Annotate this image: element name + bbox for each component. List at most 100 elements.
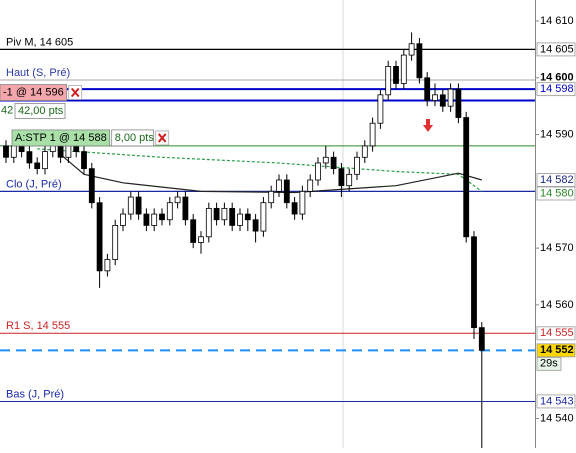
candle-body [276,179,282,192]
candle-body [268,190,275,204]
candle-body [377,94,384,124]
candle-body [229,207,236,226]
price-tag [536,394,576,409]
order-label: -1 @ 14 596 [3,86,64,98]
candle-body [330,156,337,170]
price-tag [536,173,576,187]
orders: -1 @ 14 596 42 42,00 pts A:STP 1 @ 14 588 8,… [0,84,170,147]
candle-body [143,213,150,226]
candle-body [369,122,376,147]
candle-body [291,202,298,215]
price-tag-label: 14 543 [540,395,574,407]
order-pts: 42,00 pts [18,105,64,117]
price-tag-label: 14 580 [540,187,574,199]
cancel-order-button[interactable] [155,130,170,146]
order-box [0,84,68,101]
timer-label: 29s [540,358,558,370]
candle-body [283,179,290,204]
candle-body [135,196,142,215]
candle-body [34,162,41,170]
candle-body [478,327,485,351]
candle-body [18,145,25,153]
order-box [11,129,111,147]
candle-body [252,219,259,232]
candle-body [112,225,119,260]
candle-body [190,219,197,243]
candle-body [416,43,423,79]
candle-body [385,66,392,96]
level-label: Clo (J, Pré) [6,178,62,190]
candle-body [322,156,329,164]
price-tag [536,343,576,358]
order-label: A:STP 1 @ 14 588 [15,132,107,144]
price-axis: 14 610 14 600 14 590 14 570 14 560 14 540 14 6… [535,15,576,424]
price-tag [536,326,576,341]
candle-body [81,151,87,170]
candle-body [10,145,17,158]
candle-body [471,236,477,329]
candle-body [26,151,33,164]
candle-body [244,213,251,221]
candle-body [307,179,314,192]
pts-box [14,103,66,119]
indicator-line [37,148,483,192]
candle-body [213,207,220,221]
candle-body [400,54,407,84]
candle-body [237,213,243,226]
level-label: Piv M, 14 605 [6,36,73,48]
candles [3,32,485,453]
candle-body [198,236,204,243]
y-tick-label: 14 600 [540,72,574,84]
cancel-icon [70,87,80,98]
candle-body [73,145,80,153]
price-tag-label: 14 582 [540,174,574,186]
candle-body [3,145,9,158]
candle-body [439,94,446,107]
level-label: Haut (S, Pré) [6,67,70,79]
candle-body [221,207,228,221]
levels: Piv M, 14 605 Haut (S, Pré) Clo (J, Pré) R1… [0,36,535,402]
sell-arrow [423,119,433,132]
candle-body [393,66,399,84]
candle-body [447,88,454,107]
price-tag-label: 14 598 [540,83,574,95]
candle-body [432,94,438,101]
candle-body [315,162,321,181]
candle-body [361,145,368,158]
candle-body [57,145,64,158]
pts-box [111,129,155,147]
candle-body [174,196,181,204]
candle-body [354,156,360,175]
price-tag-label: 14 555 [540,327,574,339]
y-tick-label: 14 560 [540,299,574,311]
candle-body [455,88,462,118]
candle-body [424,77,431,101]
candle-body [346,173,353,187]
candle-body [408,43,415,56]
cancel-order-button[interactable] [68,85,83,100]
candle-body [120,213,126,226]
candle-body [42,151,48,170]
price-tag-label: 14 552 [540,344,574,356]
y-tick-label: 14 610 [540,15,574,27]
candle-body [166,202,173,221]
cancel-icon [157,133,167,143]
price-tag [536,186,576,201]
candle-body [96,202,103,272]
level-label: R1 S, 14 555 [6,320,70,332]
price-tag [536,42,576,57]
candle-body [299,190,306,215]
price-tag [536,82,576,97]
candle-body [338,168,345,187]
y-tick-label: 14 540 [540,412,574,424]
order-pts: 8,00 pts [115,132,155,144]
candle-body [205,207,212,238]
order-count: 42 [1,104,13,116]
candle-body [127,196,134,215]
level-label: Bas (J, Pré) [6,388,64,400]
candle-body [65,145,72,158]
candle-body [260,202,267,232]
y-tick-label: 14 590 [540,128,574,140]
